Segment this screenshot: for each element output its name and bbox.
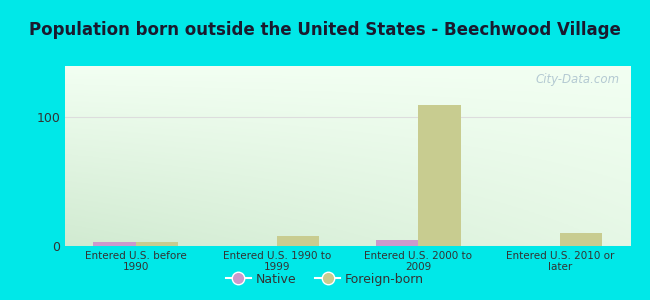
Bar xyxy=(136,242,178,246)
Bar xyxy=(277,236,319,246)
Text: Population born outside the United States - Beechwood Village: Population born outside the United State… xyxy=(29,21,621,39)
Text: City-Data.com: City-Data.com xyxy=(535,73,619,86)
Bar xyxy=(94,242,136,246)
Legend: Native, Foreign-born: Native, Foreign-born xyxy=(221,268,429,291)
Bar xyxy=(560,233,602,246)
Bar xyxy=(376,240,419,246)
Bar xyxy=(419,105,461,246)
